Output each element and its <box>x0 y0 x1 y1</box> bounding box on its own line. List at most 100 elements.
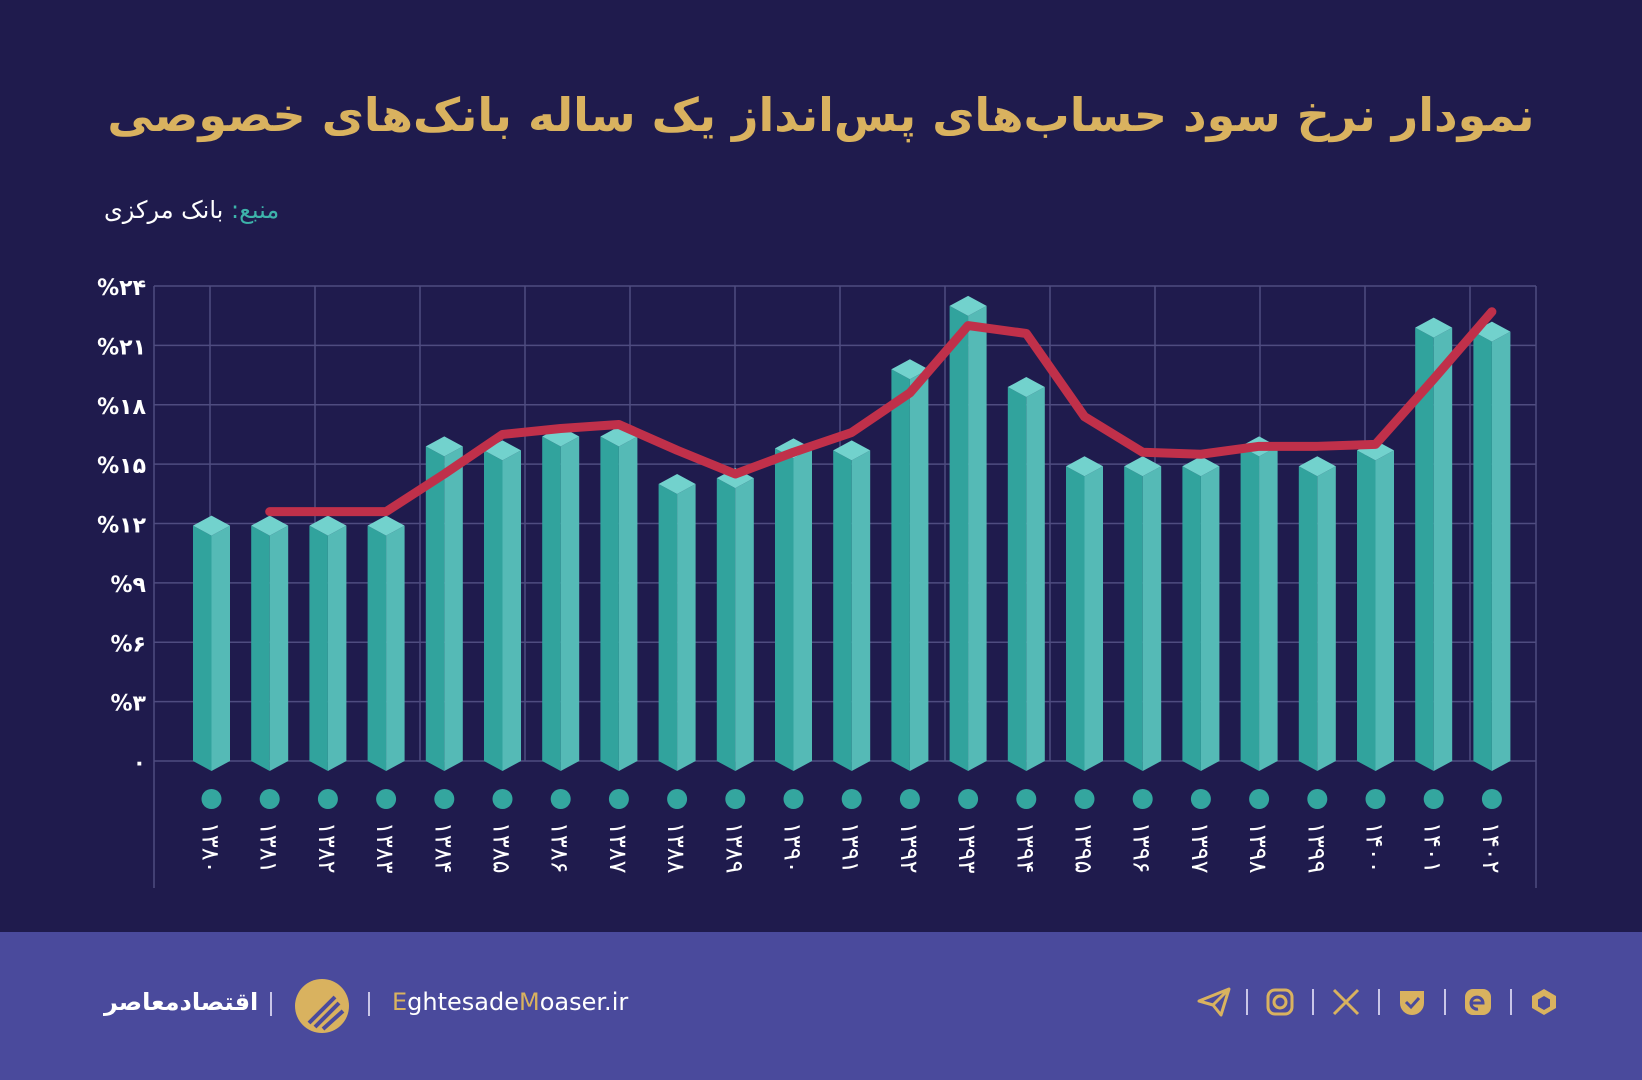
bar-left-face <box>1182 466 1201 771</box>
x-tick-label: ۱۳۸۲ <box>313 822 341 874</box>
rubika-icon[interactable] <box>1526 984 1562 1020</box>
line-series <box>265 307 1497 517</box>
bar-2 <box>309 515 347 771</box>
telegram-icon[interactable] <box>1196 984 1232 1020</box>
bar-left-face <box>658 484 678 771</box>
bar-left-face <box>1357 450 1376 771</box>
category-dot <box>608 789 629 809</box>
category-dot <box>725 789 746 809</box>
category-dot <box>1423 789 1444 809</box>
x-tick-label: ۱۴۰۱ <box>1419 822 1447 874</box>
y-tick-label: %۲۴ <box>97 276 146 301</box>
bar-top-face <box>193 515 230 536</box>
bar-right-face <box>502 450 521 771</box>
bar-right-face <box>1026 387 1045 771</box>
bale-icon[interactable] <box>1394 984 1430 1020</box>
x-tick-label: ۱۳۹۶ <box>1128 822 1156 874</box>
category-dot <box>1365 789 1386 809</box>
x-icon[interactable] <box>1328 984 1364 1020</box>
x-axis-labels: ۱۳۸۰ ۱۳۸۱ ۱۳۸۲ ۱۳۸۳ ۱۳۸۴ ۱۳۸۵ ۱۳۸۶ ۱۳۸۷ ۱۳۸۸ ۱۳۸۹… <box>197 789 1505 874</box>
bar-0 <box>193 515 230 771</box>
bar-9 <box>716 468 754 771</box>
bar-top-face <box>425 436 463 457</box>
category-dot <box>958 789 979 809</box>
x-tick-label: ۱۳۸۱ <box>255 822 283 874</box>
y-tick-label: %۳ <box>111 692 147 717</box>
bar-left-face <box>1473 331 1492 771</box>
bar-top-face <box>1124 456 1162 477</box>
bar-right-face <box>560 436 580 771</box>
y-axis-ticks: ۰ %۳ %۶ %۹ %۱۲ %۱۵ %۱۸ %۲۱ %۲۴ <box>97 276 146 776</box>
bar-top-face <box>833 440 871 461</box>
divider <box>368 992 370 1016</box>
bar-left-face <box>600 436 619 771</box>
bar-left-face <box>891 369 910 771</box>
x-tick-label: ۱۳۹۱ <box>837 822 865 874</box>
x-tick-label: ۱۳۹۳ <box>953 822 981 874</box>
bar-right-face <box>677 484 696 771</box>
bar-left-face <box>1240 446 1260 771</box>
bar-top-face <box>1182 456 1220 477</box>
y-tick-label: %۱۲ <box>97 514 146 539</box>
bar-7 <box>600 426 638 771</box>
category-dot <box>667 789 688 809</box>
bar-right-face <box>1491 331 1511 771</box>
bar-right-face <box>735 478 754 771</box>
x-tick-label: ۱۳۹۷ <box>1186 822 1214 874</box>
x-tick-label: ۱۳۸۷ <box>604 822 632 874</box>
source-label: منبع: <box>230 196 280 224</box>
bar-4 <box>425 436 463 771</box>
website-link[interactable]: EghtesadeMoaser.ir <box>392 988 629 1016</box>
source-value: بانک مرکزی <box>104 196 224 224</box>
bar-left-face <box>484 450 503 771</box>
bar-left-face <box>716 478 736 771</box>
category-dot <box>317 789 338 809</box>
bar-top-face <box>658 474 696 495</box>
bar-left-face <box>367 525 387 771</box>
bar-left-face <box>833 450 852 771</box>
bar-top-face <box>1066 456 1103 477</box>
x-tick-label: ۱۳۹۸ <box>1244 822 1272 874</box>
y-tick-label: %۱۵ <box>97 454 146 479</box>
instagram-icon[interactable] <box>1262 984 1298 1020</box>
x-tick-label: ۱۴۰۲ <box>1477 822 1505 874</box>
bar-left-face <box>949 305 969 771</box>
bar-18 <box>1240 436 1278 771</box>
bar-19 <box>1298 456 1336 771</box>
y-tick-label: %۱۸ <box>97 395 146 420</box>
divider <box>270 992 272 1016</box>
bar-8 <box>658 474 696 771</box>
bar-5 <box>484 440 521 771</box>
x-tick-label: ۱۳۹۴ <box>1011 822 1039 874</box>
bar-right-face <box>851 450 871 771</box>
x-tick-label: ۱۳۸۵ <box>488 822 516 874</box>
bar-11 <box>833 440 871 771</box>
category-dot <box>899 789 920 809</box>
bar-22 <box>1473 321 1511 771</box>
category-dot <box>1016 789 1037 809</box>
category-dot <box>434 789 455 809</box>
brand-name: اقتصادمعاصر <box>104 988 259 1016</box>
footer: اقتصادمعاصر EghtesadeMoaser.ir <box>0 932 1642 1080</box>
category-dot <box>492 789 513 809</box>
bar-21 <box>1415 317 1453 771</box>
eitaa-icon[interactable] <box>1460 984 1496 1020</box>
bar-right-face <box>909 369 929 771</box>
category-dot <box>1249 789 1270 809</box>
bar-right-face <box>386 525 405 771</box>
bar-right-face <box>1084 466 1103 771</box>
bar-17 <box>1182 456 1220 771</box>
category-dot <box>1307 789 1328 809</box>
chart-title: نمودار نرخ سود حساب‌های پس‌انداز یک ساله… <box>107 88 1535 142</box>
bar-1 <box>251 515 289 771</box>
bar-left-face <box>542 436 561 771</box>
bar-top-face <box>891 359 929 380</box>
bar-right-face <box>1317 466 1336 771</box>
bar-6 <box>542 426 580 771</box>
bar-right-face <box>968 305 987 771</box>
bar-10 <box>775 438 812 771</box>
bar-left-face <box>309 525 328 771</box>
bars <box>193 295 1511 771</box>
category-dot <box>376 789 397 809</box>
bar-top-face <box>1007 377 1045 398</box>
